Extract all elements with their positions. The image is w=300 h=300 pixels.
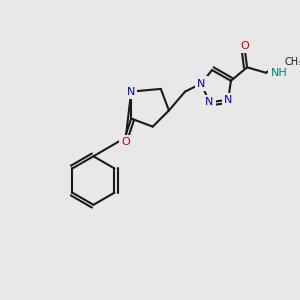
Text: N: N <box>205 98 214 107</box>
Text: N: N <box>197 79 206 88</box>
Text: O: O <box>122 137 130 147</box>
Text: N: N <box>127 87 135 97</box>
Text: N: N <box>224 95 232 105</box>
Text: CH₃: CH₃ <box>285 57 300 67</box>
Text: O: O <box>240 41 249 51</box>
Text: NH: NH <box>270 68 287 78</box>
